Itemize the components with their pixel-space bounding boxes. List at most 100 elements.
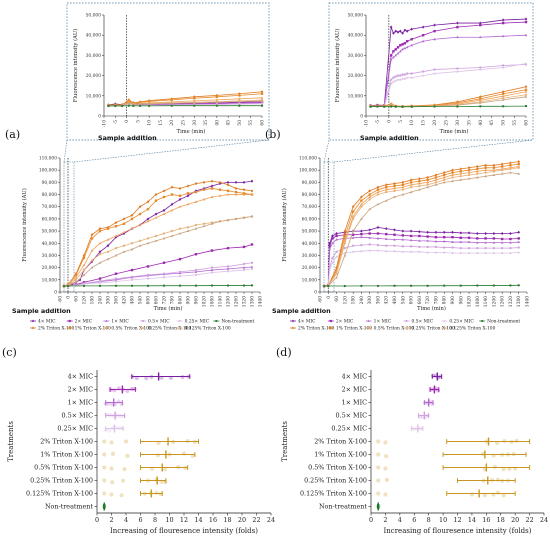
series-point-9 [186, 229, 190, 233]
series-point-3 [335, 250, 338, 253]
x-tick-label: 120 [343, 296, 348, 305]
series-point-0 [250, 179, 254, 183]
series-point-1 [403, 42, 407, 45]
series-point-3 [385, 244, 388, 247]
series-point-8 [343, 242, 347, 245]
y-tick-label: 20,000 [42, 266, 58, 271]
panel-label: (c) [2, 346, 17, 359]
x-tick-label: 900 [451, 296, 456, 305]
x-tick-label: 720 [426, 296, 431, 305]
series-point-8 [500, 168, 504, 172]
series-point-2 [405, 45, 409, 49]
series-point-0 [442, 230, 446, 234]
series-point-1 [459, 236, 462, 239]
series-point-0 [234, 180, 238, 184]
series-point-0 [409, 229, 413, 233]
y-tick-label: 40,000 [348, 34, 364, 39]
series-point-2 [250, 265, 254, 268]
series-point-9 [130, 247, 134, 251]
series-point-10 [127, 104, 131, 107]
series-point-10 [147, 104, 151, 108]
series-point-6 [443, 173, 446, 177]
series-point-2 [210, 268, 214, 272]
series-point-6 [186, 192, 190, 195]
x-tick-label: 1440 [259, 296, 264, 307]
series-point-9 [122, 250, 126, 253]
x-tick-label: -5 [376, 120, 381, 124]
series-point-9 [202, 224, 206, 228]
series-point-9 [170, 234, 174, 237]
data-point [163, 467, 168, 472]
zoom-a [63, 2, 270, 293]
series-point-1 [401, 43, 404, 46]
series-point-8 [443, 178, 446, 182]
data-point [102, 491, 107, 496]
series-point-0 [394, 29, 398, 33]
series-point-7 [90, 249, 94, 252]
series-point-7 [162, 212, 166, 215]
series-point-2 [500, 241, 504, 244]
x-tick-label: 30 [456, 120, 461, 126]
y-tick-label: 90,000 [42, 181, 58, 186]
legend-label: 4× MIC [38, 320, 56, 325]
x-tick-label: 55 [513, 120, 518, 126]
x-tick-label: 1320 [509, 296, 514, 307]
series-point-7 [218, 194, 222, 197]
series-point-2 [360, 235, 363, 239]
legend: 4× MIC 2× MIC 1× MIC 0.5× MIC 0.25× MIC Non-t… [290, 319, 520, 332]
series-point-8 [202, 222, 206, 225]
series-point-1 [405, 40, 409, 43]
series-point-1 [394, 48, 397, 51]
series-point-8 [351, 217, 355, 221]
series-point-2 [368, 236, 371, 239]
series-point-4 [509, 251, 512, 254]
x-tick-label: 1380 [517, 296, 522, 307]
series-point-2 [476, 241, 479, 244]
series-point-4 [442, 250, 446, 254]
series-point-6 [170, 193, 174, 196]
chart-b_zoom: 0 10,000 20,000 30,000 40,000 50,000 -10 -5 0 5 10… [334, 14, 530, 136]
series-point-10 [443, 284, 446, 287]
series-point-9 [368, 207, 371, 211]
x-tick-label: 15 [159, 120, 164, 126]
series-point-5 [476, 164, 479, 169]
series-point-1 [524, 20, 528, 24]
x-tick-label: 1260 [235, 296, 240, 307]
series-point-1 [392, 50, 395, 53]
series-point-2 [509, 241, 512, 244]
data-point [383, 440, 388, 445]
series-point-1 [335, 234, 338, 238]
category-label: 1% Triton X-100 [314, 451, 367, 459]
x-tick-label: 5 [136, 120, 141, 123]
x-tick-label: 6 [138, 516, 142, 524]
series-line-3 [64, 262, 253, 287]
series-point-3 [393, 244, 396, 247]
series-point-7 [401, 185, 405, 189]
legend-swatch-marker [291, 326, 295, 330]
x-tick-label: 10 [165, 516, 173, 524]
series-point-4 [394, 79, 398, 82]
series-point-0 [393, 228, 396, 232]
category-label: 0.5× MIC [61, 412, 93, 420]
y-tick-label: 10,000 [302, 278, 318, 283]
series-point-1 [331, 237, 334, 240]
series-point-0 [389, 25, 393, 29]
series-point-6 [368, 193, 371, 196]
series-point-3 [394, 75, 397, 78]
series-point-6 [476, 167, 479, 171]
series-point-2 [467, 240, 471, 244]
series-point-1 [210, 249, 214, 252]
series-point-0 [186, 194, 190, 198]
x-tick-label: 10 [410, 120, 415, 126]
legend-swatch-marker [178, 326, 181, 329]
series-point-9 [114, 254, 118, 257]
series-point-9 [459, 178, 463, 181]
series-point-2 [393, 238, 396, 241]
series-point-3 [98, 279, 102, 283]
series-point-3 [146, 273, 150, 277]
series-point-3 [479, 66, 482, 69]
series-point-7 [210, 195, 214, 198]
data-point [383, 492, 388, 497]
x-tick-label: 16 [482, 516, 490, 524]
series-point-4 [389, 82, 393, 85]
